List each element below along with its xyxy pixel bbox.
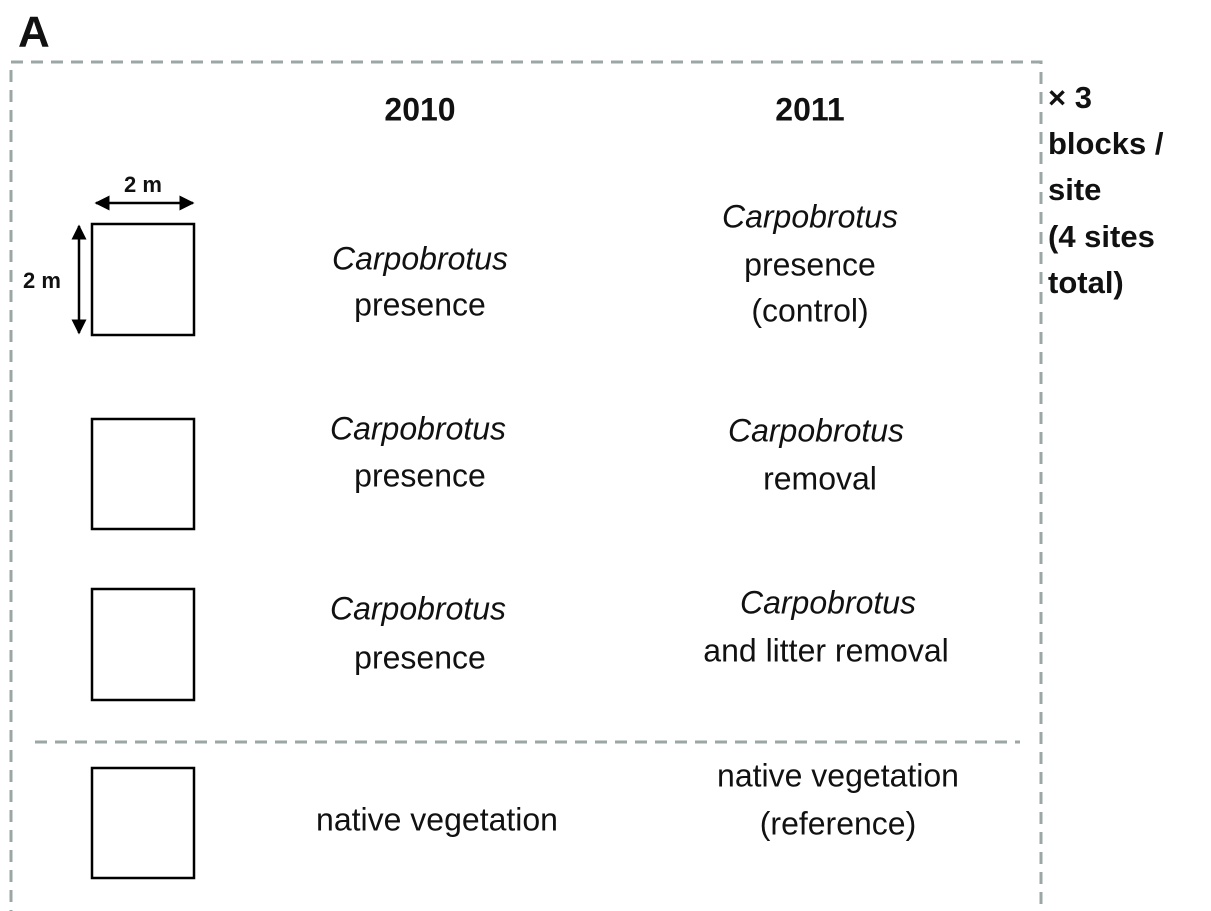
treatment: Carpobrotus (330, 590, 506, 626)
treatment: Carpobrotus (332, 240, 508, 276)
note: total) (1048, 265, 1124, 300)
width-label: 2 m (124, 172, 162, 197)
panel-label: A (18, 8, 50, 57)
note: (4 sites (1048, 219, 1155, 254)
note: × 3 (1048, 80, 1092, 115)
height-label: 2 m (23, 268, 61, 293)
treatment: Carpobrotus (722, 198, 898, 234)
plot (90, 222, 196, 337)
note: blocks / (1048, 126, 1164, 161)
treatment: Carpobrotus (728, 412, 904, 448)
treatment: native vegetation (717, 757, 959, 793)
treatment: removal (763, 460, 877, 496)
note: site (1048, 172, 1101, 207)
column-header: 2011 (775, 91, 844, 127)
plot (90, 417, 196, 531)
treatment: (reference) (760, 805, 917, 841)
plot (90, 587, 196, 702)
plot (90, 766, 196, 880)
treatment: presence (354, 457, 486, 493)
block-border (9, 60, 1043, 911)
treatment: presence (354, 639, 486, 675)
treatment: presence (354, 286, 486, 322)
treatment: Carpobrotus (740, 584, 916, 620)
treatment: native vegetation (316, 801, 558, 837)
treatment: presence (744, 246, 876, 282)
treatment: Carpobrotus (330, 410, 506, 446)
treatment: (control) (751, 292, 868, 328)
column-header: 2010 (384, 91, 455, 127)
treatment: and litter removal (703, 632, 948, 668)
